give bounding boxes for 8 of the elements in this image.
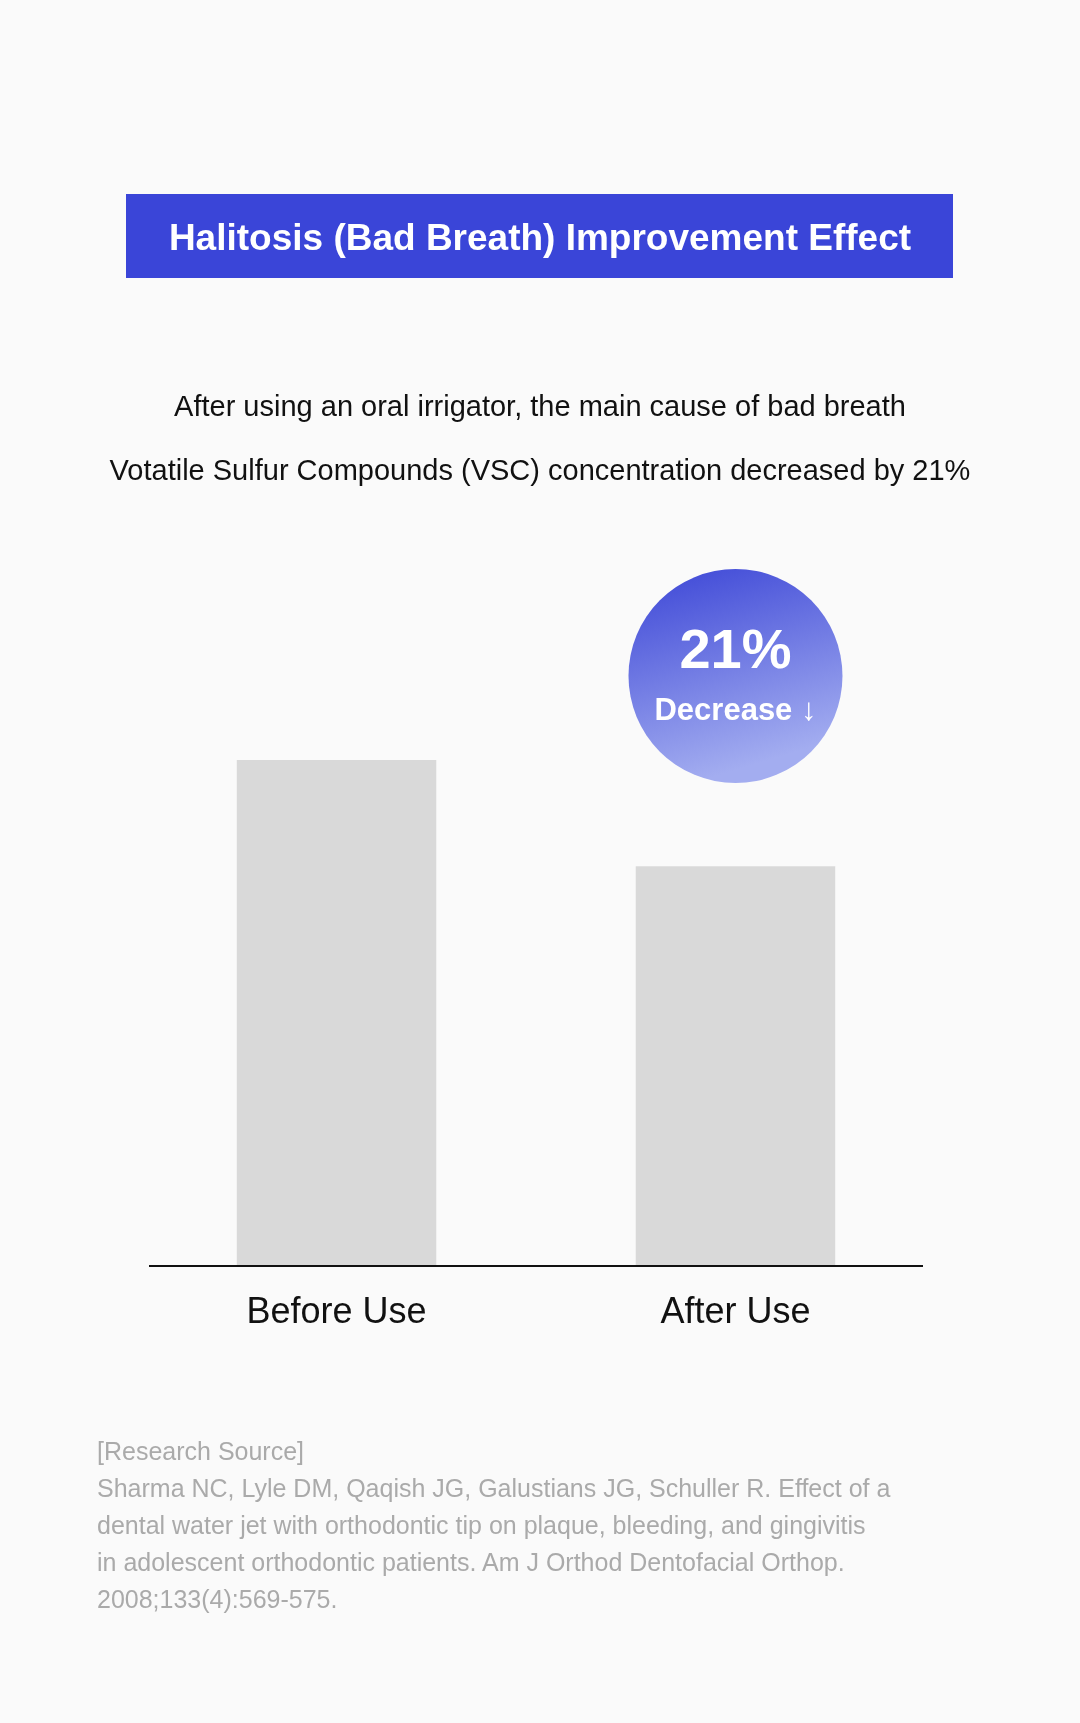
chart-title: Halitosis (Bad Breath) Improvement Effect: [168, 217, 912, 258]
text: Decrease ↓: [654, 692, 817, 727]
chart-subtitle: After using an oral irrigator, the main cause of bad breath Votatile Sulfur Compounds (VSC) concentration decreased by 21%: [109, 390, 971, 486]
text: 21%: [679, 617, 792, 680]
text: [Research Source]: [97, 1437, 305, 1465]
x-tick-label: Before Use: [246, 1290, 427, 1331]
x-tick-label: After Use: [660, 1290, 811, 1331]
text: Sharma NC, Lyle DM, Qaqish JG, Galustians JG, Schuller R. Effect of a dental water jet with orthodontic tip on plaque, bleeding, and gingivitis in adolescent orthodontic patients. Am J Orthod Dentofacial Orthop. 2008;133(4):569-575.: [97, 1474, 891, 1613]
